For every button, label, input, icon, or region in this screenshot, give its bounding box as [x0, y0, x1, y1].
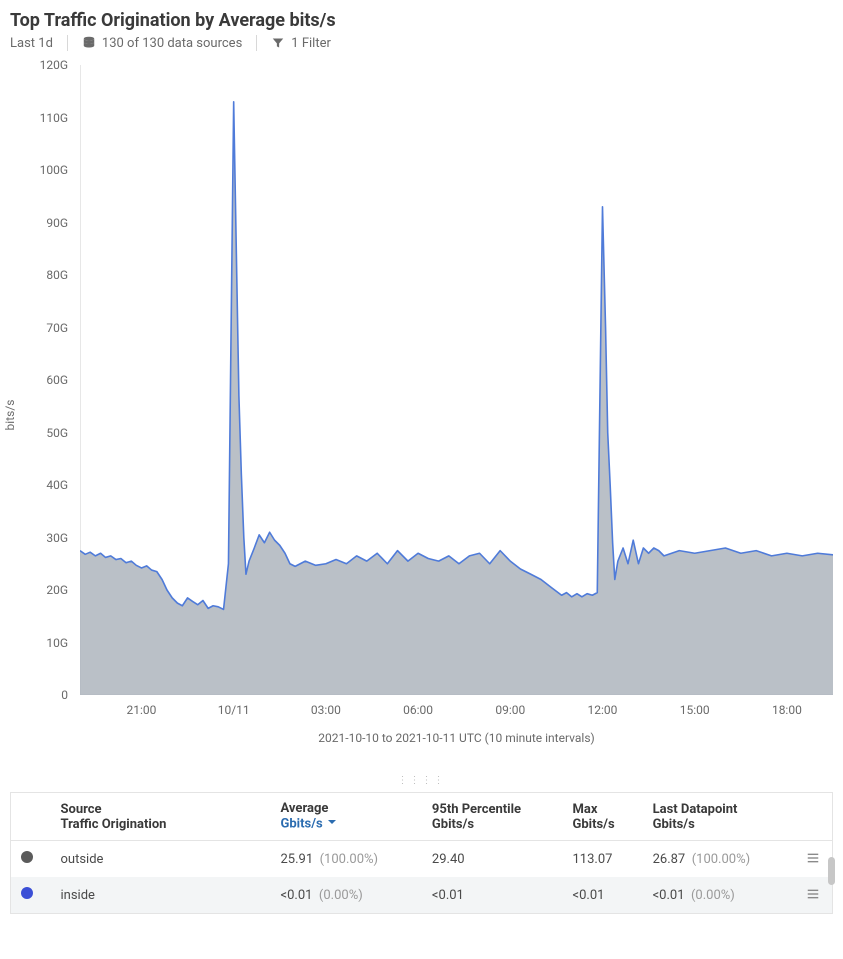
x-tick: 21:00 [127, 703, 157, 717]
row-menu-icon[interactable] [804, 849, 822, 867]
data-sources-label: 130 of 130 data sources [102, 36, 242, 51]
x-tick: 15:00 [680, 703, 710, 717]
filter-chip[interactable]: 1 Filter [271, 36, 331, 51]
cell-source: outside [51, 841, 271, 878]
time-range-label: Last 1d [10, 36, 53, 51]
col-last-h1: Last Datapoint [653, 802, 738, 817]
cell-p95: <0.01 [422, 877, 563, 914]
col-actions [794, 793, 833, 841]
filter-icon [271, 36, 285, 50]
legend-table-wrap: Source Traffic Origination Average Gbits… [10, 792, 833, 914]
table-header: Source Traffic Origination Average Gbits… [11, 793, 833, 841]
data-sources[interactable]: 130 of 130 data sources [82, 36, 242, 51]
page-title: Top Traffic Origination by Average bits/… [10, 10, 833, 31]
x-tick: 09:00 [495, 703, 525, 717]
table-row[interactable]: outside25.91 (100.00%)29.40113.0726.87 (… [11, 841, 833, 878]
scrollbar-thumb[interactable] [828, 857, 835, 885]
y-tick: 30G [46, 531, 68, 545]
cell-p95: 29.40 [422, 841, 563, 878]
row-menu-icon[interactable] [804, 885, 822, 903]
x-tick: 03:00 [311, 703, 341, 717]
table-body: outside25.91 (100.00%)29.40113.0726.87 (… [11, 841, 833, 914]
cell-last: <0.01 (0.00%) [643, 877, 794, 914]
filter-label: 1 Filter [291, 36, 331, 51]
cell-average: <0.01 (0.00%) [271, 877, 422, 914]
y-tick: 120G [40, 58, 68, 72]
y-tick: 90G [46, 216, 68, 230]
y-tick: 20G [46, 583, 68, 597]
col-average[interactable]: Average Gbits/s [271, 793, 422, 841]
cell-last: 26.87 (100.00%) [643, 841, 794, 878]
y-tick: 50G [46, 426, 68, 440]
col-source-h2: Traffic Origination [61, 817, 261, 832]
x-axis-caption: 2021-10-10 to 2021-10-11 UTC (10 minute … [80, 731, 833, 745]
y-tick: 40G [46, 478, 68, 492]
x-tick: 10/11 [218, 703, 250, 717]
col-max-h1: Max [572, 802, 597, 817]
col-last-unit: Gbits/s [653, 817, 784, 832]
col-p95-unit: Gbits/s [432, 817, 553, 832]
chart-plot-area[interactable] [80, 65, 833, 695]
col-average-h1: Average [281, 801, 329, 816]
chevron-down-icon [326, 816, 338, 832]
y-tick: 60G [46, 373, 68, 387]
col-last[interactable]: Last Datapoint Gbits/s [643, 793, 794, 841]
traffic-chart[interactable]: bits/s 010G20G30G40G50G60G70G80G90G100G1… [10, 65, 833, 765]
x-tick: 06:00 [403, 703, 433, 717]
series-swatch [21, 887, 33, 899]
y-tick: 80G [46, 268, 68, 282]
cell-source: inside [51, 877, 271, 914]
x-tick: 18:00 [772, 703, 802, 717]
series-swatch [21, 851, 33, 863]
y-tick: 10G [46, 636, 68, 650]
meta-separator [256, 35, 257, 51]
col-source[interactable]: Source Traffic Origination [51, 793, 271, 841]
cell-max: 113.07 [562, 841, 642, 878]
drag-handle-icon[interactable]: ⋮⋮⋮⋮ [10, 775, 833, 786]
time-range[interactable]: Last 1d [10, 36, 53, 51]
database-icon [82, 36, 96, 50]
y-axis-ticks: 010G20G30G40G50G60G70G80G90G100G110G120G [10, 65, 74, 695]
legend-table: Source Traffic Origination Average Gbits… [10, 792, 833, 914]
table-row[interactable]: inside<0.01 (0.00%)<0.01<0.01<0.01 (0.00… [11, 877, 833, 914]
col-max-unit: Gbits/s [572, 817, 632, 832]
y-tick: 110G [40, 111, 68, 125]
x-axis-ticks: 21:00 10/11 03:00 06:00 09:00 12:00 15:00 18:00 [80, 701, 833, 721]
x-tick: 12:00 [588, 703, 618, 717]
col-p95[interactable]: 95th Percentile Gbits/s [422, 793, 563, 841]
col-source-h1: Source [61, 802, 102, 817]
y-tick: 0 [61, 688, 68, 702]
col-max[interactable]: Max Gbits/s [562, 793, 642, 841]
col-swatch [11, 793, 51, 841]
meta-row: Last 1d 130 of 130 data sources 1 Filter [10, 35, 833, 51]
meta-separator [67, 35, 68, 51]
cell-average: 25.91 (100.00%) [271, 841, 422, 878]
y-tick: 70G [46, 321, 68, 335]
y-tick: 100G [40, 163, 68, 177]
col-p95-h1: 95th Percentile [432, 802, 521, 817]
col-average-unit: Gbits/s [281, 816, 323, 831]
cell-max: <0.01 [562, 877, 642, 914]
